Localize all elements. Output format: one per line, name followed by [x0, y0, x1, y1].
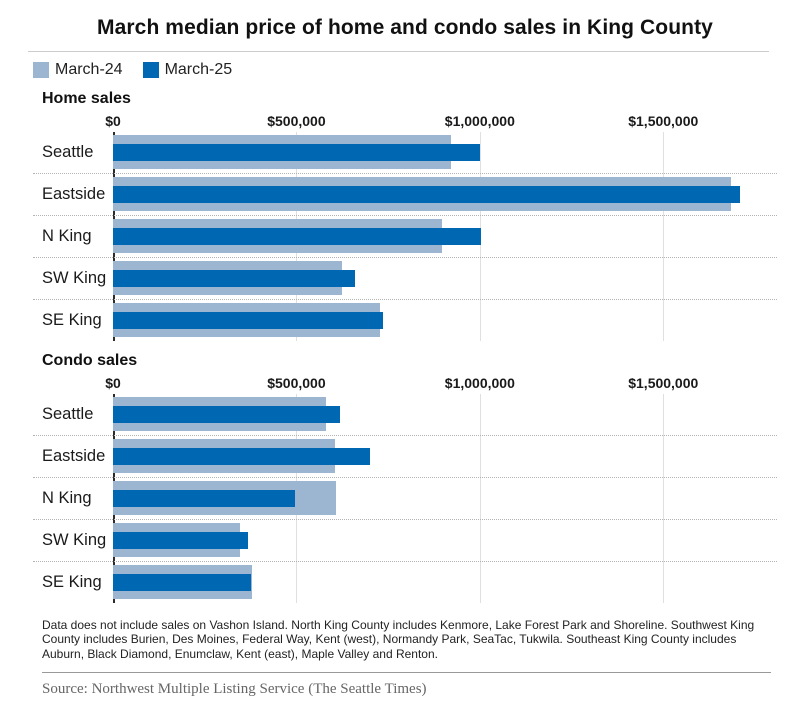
march-25-swatch-icon	[142, 62, 159, 78]
legend-label-march-25: March-25	[164, 61, 233, 78]
bar-row-eastside-condo-sales: Eastside	[33, 436, 777, 478]
plot-home-sales: Seattle Eastside N King SW King SE King	[33, 132, 777, 341]
bar-row-n-king-condo-sales: N King	[33, 478, 777, 520]
category-label-eastside: Eastside	[42, 185, 106, 203]
axis-tick--1-000-000: $1,000,000	[444, 375, 515, 391]
axis-tick--1-000-000: $1,000,000	[444, 113, 515, 129]
category-label-sw-king: SW King	[42, 531, 107, 549]
bar-row-se-king-condo-sales: SE King	[33, 562, 777, 603]
source-divider	[42, 672, 771, 674]
bars-se-king-condo-sales	[113, 562, 777, 603]
category-label-n-king: N King	[42, 227, 92, 245]
legend-item-march-25: March-25	[142, 61, 233, 79]
category-label-se-king: SE King	[42, 573, 102, 591]
bars-seattle-condo-sales	[113, 394, 777, 435]
section-title-home-sales: Home sales	[42, 90, 131, 107]
charts: Home sales $0 $500,000 $1,000,000 $1,500,000…	[33, 90, 777, 603]
category-label-seattle: Seattle	[42, 405, 94, 423]
bar-march-25-sw-king-home-sales	[113, 270, 355, 287]
bar-march-25-se-king-condo-sales	[113, 574, 251, 591]
legend-label-march-24: March-24	[55, 61, 123, 78]
axis-home-sales: $0 $500,000 $1,000,000 $1,500,000	[105, 113, 777, 132]
axis-tick--0: $0	[105, 113, 121, 129]
axis-tick--500-000: $500,000	[267, 375, 326, 391]
plot-condo-sales: Seattle Eastside N King SW King SE King	[33, 394, 777, 603]
axis-tick--0: $0	[105, 375, 121, 391]
gridline--1-000-000	[479, 394, 481, 603]
page-title: March median price of home and condo sal…	[97, 16, 713, 39]
category-label-eastside: Eastside	[42, 447, 106, 465]
title-divider	[28, 51, 769, 52]
bar-row-seattle-condo-sales: Seattle	[33, 394, 777, 436]
bars-sw-king-home-sales	[113, 258, 777, 299]
bar-march-25-n-king-condo-sales	[113, 490, 296, 507]
bar-march-25-sw-king-condo-sales	[113, 532, 249, 549]
bar-march-25-eastside-home-sales	[113, 186, 741, 203]
legend-item-march-24: March-24	[33, 61, 123, 79]
bar-march-25-se-king-home-sales	[113, 312, 383, 329]
bar-row-seattle-home-sales: Seattle	[33, 132, 777, 174]
bar-row-eastside-home-sales: Eastside	[33, 174, 777, 216]
bar-row-sw-king-home-sales: SW King	[33, 258, 777, 300]
bars-se-king-home-sales	[113, 300, 777, 341]
axis-tick--1-500-000: $1,500,000	[628, 375, 699, 391]
axis-tick--1-500-000: $1,500,000	[628, 113, 699, 129]
gridline--1-500-000	[663, 132, 665, 341]
category-label-sw-king: SW King	[42, 269, 107, 287]
section-title-condo-sales: Condo sales	[42, 352, 138, 369]
chart-section-condo-sales: Condo sales $0 $500,000 $1,000,000 $1,500,00…	[33, 352, 777, 603]
bar-row-sw-king-condo-sales: SW King	[33, 520, 777, 562]
march-24-swatch-icon	[33, 62, 49, 78]
legend: March-24 March-25	[33, 61, 777, 79]
bars-eastside-home-sales	[113, 174, 777, 215]
bar-row-n-king-home-sales: N King	[33, 216, 777, 258]
footnote: Data does not include sales on Vashon Is…	[42, 618, 755, 661]
bars-sw-king-condo-sales	[113, 520, 777, 561]
bar-march-25-seattle-condo-sales	[113, 406, 341, 423]
source-line: Source: Northwest Multiple Listing Servi…	[42, 681, 427, 698]
chart-section-home-sales: Home sales $0 $500,000 $1,000,000 $1,500,000…	[33, 90, 777, 341]
axis-condo-sales: $0 $500,000 $1,000,000 $1,500,000	[105, 375, 777, 394]
bar-march-25-n-king-home-sales	[113, 228, 482, 245]
bar-march-25-eastside-condo-sales	[113, 448, 370, 465]
bar-row-se-king-home-sales: SE King	[33, 300, 777, 341]
bars-eastside-condo-sales	[113, 436, 777, 477]
category-label-seattle: Seattle	[42, 143, 94, 161]
axis-tick--500-000: $500,000	[267, 113, 326, 129]
gridline--1-500-000	[663, 394, 665, 603]
bars-n-king-home-sales	[113, 216, 777, 257]
bars-seattle-home-sales	[113, 132, 777, 173]
bar-march-25-seattle-home-sales	[113, 144, 480, 161]
category-label-se-king: SE King	[42, 311, 102, 329]
category-label-n-king: N King	[42, 489, 92, 507]
bars-n-king-condo-sales	[113, 478, 777, 519]
